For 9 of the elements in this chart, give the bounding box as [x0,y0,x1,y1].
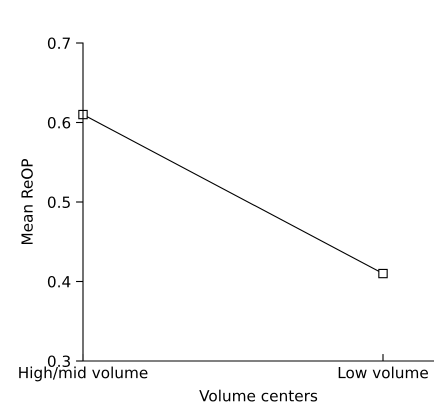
x-tick-label: High/mid volume [19,366,148,382]
y-tick-label: 0.4 [48,276,70,288]
x-axis-title: Volume centers [199,390,318,402]
y-axis-title: Mean ReOP [21,159,33,244]
y-tick-label: 0.5 [48,196,70,208]
y-tick-label: 0.7 [48,37,70,50]
x-tick-label: Low volume [338,366,428,378]
y-tick-label: 0.3 [48,355,70,368]
y-tick-label: 0.6 [48,116,70,129]
